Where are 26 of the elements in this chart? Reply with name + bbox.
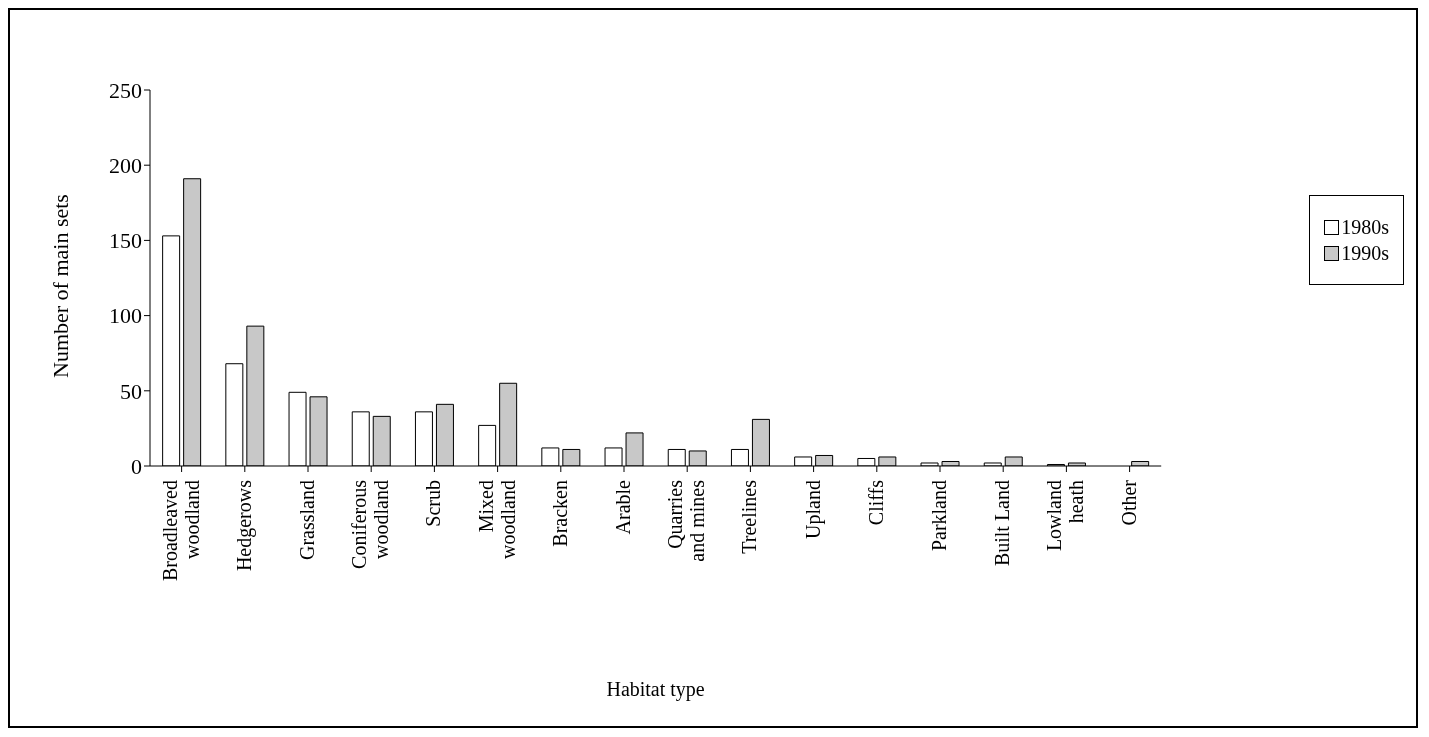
y-tick-label: 0 xyxy=(131,453,142,479)
y-tick-label: 50 xyxy=(120,378,142,404)
x-tick-label: Grassland xyxy=(296,480,318,560)
x-tick-label: Cliffs xyxy=(864,479,887,526)
y-tick-label: 250 xyxy=(109,77,142,103)
x-tick-label: Lowland heath xyxy=(1043,480,1088,552)
x-tick-label: Mixed woodland xyxy=(474,480,519,559)
y-tick-label: 100 xyxy=(109,303,142,329)
x-tick-label: Quarries and mines xyxy=(664,479,709,562)
x-tick-label: Hedgerows xyxy=(232,479,256,572)
x-tick-label: Upland xyxy=(801,480,825,539)
x-tick-label: Bracken xyxy=(548,480,571,547)
x-tick-label: Scrub xyxy=(422,480,445,527)
y-axis-title: Number of main sets xyxy=(47,194,73,378)
x-tick-label: Coniferous woodland xyxy=(348,479,393,569)
x-tick-label: Built Land xyxy=(991,480,1014,567)
y-tick-label: 200 xyxy=(109,153,142,179)
x-tick-label: Treelines xyxy=(738,479,761,554)
y-tick-label: 150 xyxy=(109,228,142,254)
x-axis-title: Habitat type xyxy=(606,678,705,701)
legend-label: 1980s xyxy=(1341,215,1389,240)
x-tick-label: Parkland xyxy=(928,480,950,552)
x-tick-label: Other xyxy=(1117,479,1140,526)
x-tick-label: Arable xyxy=(612,479,634,535)
legend-label: 1990s xyxy=(1341,241,1389,266)
x-tick-label: Broadleaved woodland xyxy=(158,480,203,582)
